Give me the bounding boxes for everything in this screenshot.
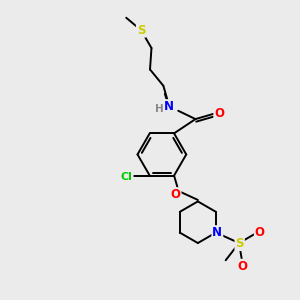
Text: Cl: Cl	[121, 172, 133, 182]
Text: S: S	[137, 24, 145, 37]
Text: S: S	[236, 237, 244, 250]
Text: O: O	[214, 106, 224, 120]
Text: H: H	[155, 104, 164, 114]
Text: O: O	[255, 226, 265, 239]
Text: O: O	[237, 260, 247, 273]
Text: N: N	[212, 226, 222, 239]
Text: O: O	[171, 188, 181, 201]
Text: N: N	[164, 100, 174, 113]
